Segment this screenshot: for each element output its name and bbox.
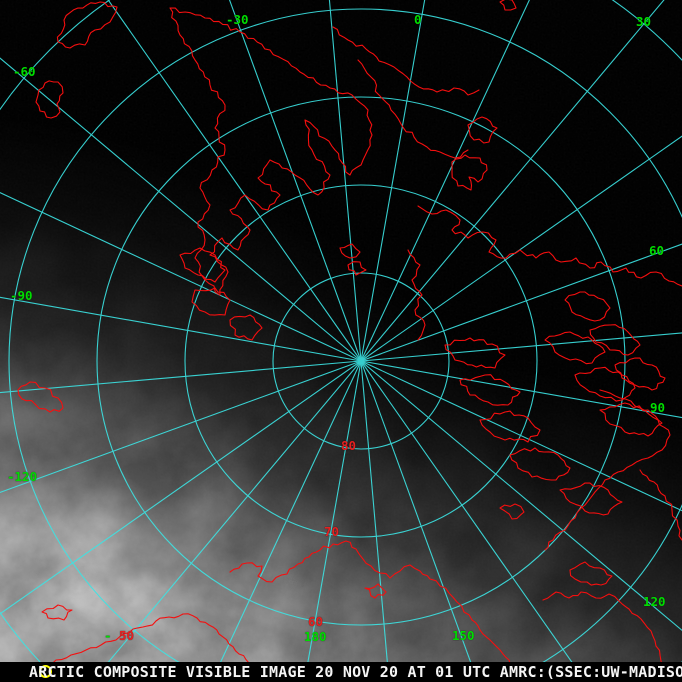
latitude-circle: [184, 184, 538, 538]
meridian-line: [0, 57, 362, 362]
coastline-new-siberian-chain: [542, 591, 667, 682]
coastline-polar-islet-a: [339, 243, 361, 259]
coastline-white-sea: [467, 116, 498, 144]
meridian-line: [0, 360, 362, 494]
coastline-alaska-islet: [41, 604, 73, 621]
coastline-lake-winnipeg: [17, 381, 64, 413]
meridian-line: [360, 360, 682, 512]
coastline-polar-islet-b: [347, 261, 367, 276]
coastline-norway-coast: [332, 26, 480, 96]
meridian-line: [360, 360, 682, 632]
coastline-chukotka-coast: [229, 540, 522, 681]
station-marker-icon: [39, 665, 52, 678]
meridian-line: [90, 360, 362, 682]
coastline-severnaya-b: [589, 324, 641, 356]
meridian-line: [360, 360, 390, 682]
latitude-circle: [96, 96, 626, 626]
coastline-taymyr-mainland: [544, 389, 671, 551]
latitude-circle: [8, 8, 682, 682]
meridian-line: [303, 360, 362, 682]
coastline-severnaya-a: [564, 291, 611, 322]
meridian-line: [360, 0, 530, 362]
caption-text: ARCTIC COMPOSITE VISIBLE IMAGE 20 NOV 20…: [29, 663, 682, 681]
meridian-line: [228, 0, 362, 362]
meridian-line: [328, 0, 362, 362]
meridian-line: [0, 192, 362, 362]
meridian-line: [0, 360, 362, 615]
coastline-svalbard: [451, 154, 488, 191]
coastline-kara-isle-d: [509, 447, 571, 481]
coastline-iceland: [35, 80, 64, 119]
coastline-british-isles: [56, 1, 118, 49]
coastline-franz-josef-squiggle: [407, 249, 426, 341]
coastline-ellesmere-a: [179, 247, 226, 283]
coastline-wrangel-island: [499, 503, 525, 520]
coastline-greenland: [169, 7, 373, 296]
meridian-line: [360, 360, 587, 682]
coastline-new-siberian-isle: [569, 561, 613, 586]
meridian-line: [360, 0, 426, 362]
coastline-taymyr-isle-f: [574, 366, 636, 402]
coastline-ellesmere-c: [229, 314, 263, 341]
meridian-line: [0, 296, 362, 362]
coastline-taymyr-isle-h: [559, 482, 623, 516]
caption-bar: ARCTIC COMPOSITE VISIBLE IMAGE 20 NOV 20…: [0, 662, 682, 682]
coastline-overlay: [17, 0, 682, 682]
meridian-line: [360, 243, 682, 362]
coastline-bering-islet: [364, 583, 387, 599]
coastline-barents-coast: [417, 205, 682, 287]
meridian-line: [360, 135, 682, 362]
coastline-ellesmere-b: [191, 287, 231, 316]
meridian-line: [360, 0, 665, 362]
coastline-kara-isle-c: [479, 410, 541, 443]
coastline-kara-isle-b: [459, 374, 521, 406]
meridian-line: [360, 360, 479, 682]
coastline-top-islet: [499, 0, 517, 11]
coastline-taymyr-isle-e: [544, 331, 606, 365]
meridian-line: [0, 360, 362, 394]
coastline-alaska-coast: [39, 613, 268, 680]
coastline-baltic-coast: [357, 59, 469, 159]
coastline-laptev-right-edge: [639, 469, 682, 541]
coastline-severnaya-c: [614, 357, 666, 391]
meridian-line: [360, 332, 682, 362]
coastline-kara-isle-a: [444, 337, 506, 369]
meridian-line: [210, 360, 362, 682]
